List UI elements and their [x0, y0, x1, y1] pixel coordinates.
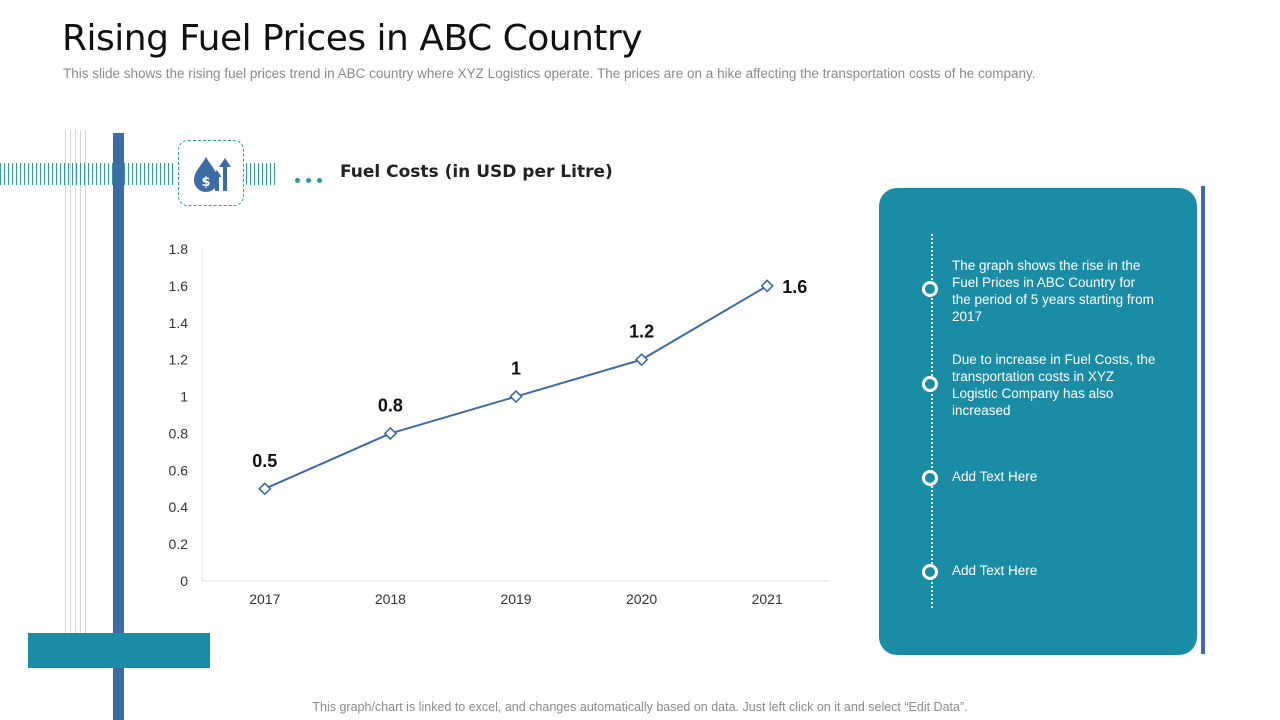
- y-tick-label: 1: [180, 389, 188, 405]
- y-tick-label: 0.4: [169, 499, 189, 515]
- fuel-price-rise-icon: $: [194, 157, 231, 192]
- info-panel-edge: [1201, 186, 1205, 654]
- y-tick-label: 1.8: [169, 241, 189, 257]
- decorative-teal-block: [28, 633, 210, 668]
- decorative-vertical-lines: [65, 130, 91, 635]
- y-tick-label: 0.2: [169, 536, 189, 552]
- data-point-marker: [258, 482, 272, 496]
- data-label: 0.5: [252, 451, 277, 471]
- data-point-marker: [509, 389, 523, 404]
- data-label: 0.8: [378, 395, 403, 415]
- decorative-stripe-left: [0, 163, 176, 185]
- data-point-marker: [383, 426, 398, 441]
- timeline-marker-1: [922, 281, 938, 297]
- x-tick-label: 2020: [626, 591, 657, 607]
- y-tick-label: 1.2: [169, 352, 189, 368]
- info-item-1: The graph shows the rise in the Fuel Pri…: [952, 258, 1154, 324]
- page-title: Rising Fuel Prices in ABC Country: [62, 18, 643, 59]
- y-tick-label: 1.4: [169, 315, 189, 331]
- data-label: 1: [511, 359, 521, 379]
- data-point-marker: [760, 279, 774, 293]
- chart-title: Fuel Costs (in USD per Litre): [340, 162, 613, 182]
- x-tick-label: 2018: [375, 591, 406, 607]
- data-point-marker: [634, 353, 649, 367]
- footer-note: This graph/chart is linked to excel, and…: [312, 700, 968, 714]
- legend-dots: [295, 170, 328, 188]
- page-subtitle: This slide shows the rising fuel prices …: [63, 66, 1036, 81]
- data-label: 1.6: [782, 277, 807, 297]
- fuel-icon-frame: $: [178, 140, 244, 206]
- timeline-marker-3: [922, 470, 938, 486]
- info-item-2: Due to increase in Fuel Costs, the trans…: [952, 352, 1156, 418]
- y-tick-label: 1.6: [169, 278, 189, 294]
- svg-text:$: $: [201, 175, 210, 190]
- series-line: [264, 285, 768, 490]
- timeline-marker-2: [922, 376, 938, 392]
- data-label: 1.2: [629, 322, 654, 342]
- y-tick-label: 0.8: [169, 425, 189, 441]
- y-tick-label: 0: [180, 573, 188, 589]
- x-tick-label: 2019: [500, 591, 531, 607]
- decorative-stripe-right: [246, 163, 278, 185]
- timeline-line: [931, 234, 933, 608]
- info-item-4: Add Text Here: [952, 563, 1038, 578]
- fuel-cost-line-chart: 0 0.2 0.4 0.6 0.8 1 1.2 1.4 1.6 1.8 2017 2018 2019 20…: [169, 241, 830, 607]
- x-tick-label: 2017: [249, 591, 280, 607]
- x-tick-label: 2021: [752, 591, 783, 607]
- timeline-marker-4: [922, 564, 938, 580]
- y-tick-label: 0.6: [169, 462, 189, 478]
- info-item-3: Add Text Here: [952, 469, 1038, 484]
- decorative-vertical-bar: [113, 133, 124, 720]
